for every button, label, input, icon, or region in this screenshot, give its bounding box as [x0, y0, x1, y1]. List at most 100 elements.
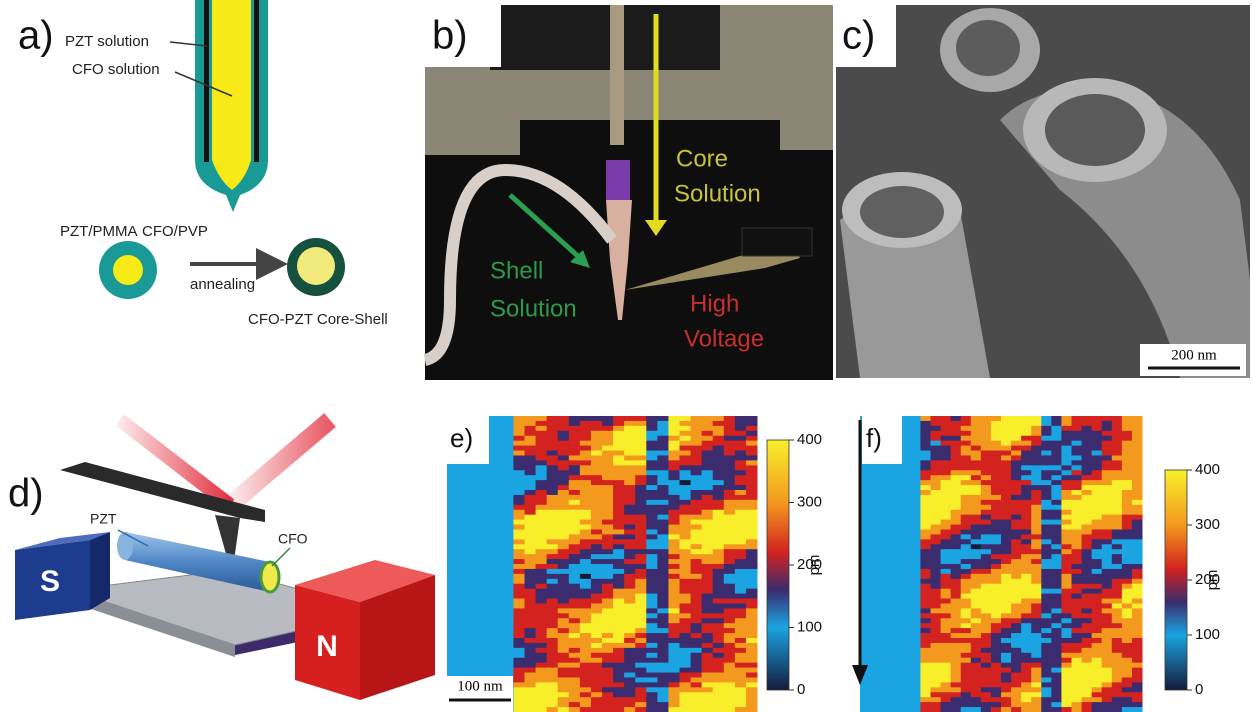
- heatmap-cell: [546, 564, 559, 570]
- heatmap-cell: [568, 583, 581, 590]
- heatmap-cell: [980, 504, 992, 511]
- heatmap-cell: [920, 455, 931, 461]
- heatmap-cell: [535, 455, 548, 461]
- heatmap-cell: [1091, 534, 1103, 540]
- heatmap-cell: [1091, 667, 1103, 674]
- heatmap-cell: [745, 652, 758, 659]
- heatmap-cell: [940, 509, 952, 516]
- heatmap-cell: [502, 475, 514, 481]
- heatmap-cell: [568, 662, 581, 669]
- heatmap-cell: [513, 539, 525, 545]
- heatmap-cell: [745, 425, 758, 432]
- heatmap-cell: [860, 544, 871, 550]
- heatmap-cell: [1011, 642, 1022, 649]
- heatmap-cell: [940, 568, 952, 575]
- heatmap-cell: [1111, 588, 1123, 595]
- heatmap-cell: [1031, 435, 1042, 442]
- heatmap-cell: [557, 430, 570, 437]
- scale-box: [1140, 344, 1246, 376]
- heatmap-cell: [568, 628, 581, 634]
- heatmap-cell: [491, 623, 503, 629]
- heatmap-cell: [602, 475, 614, 481]
- heatmap-cell: [900, 475, 911, 481]
- heatmap-cell: [940, 662, 952, 669]
- heatmap-cell: [1131, 692, 1143, 698]
- heatmap-cell: [1091, 573, 1103, 580]
- heatmap-cell: [590, 578, 603, 585]
- heatmap-cell: [458, 633, 470, 639]
- heatmap-cell: [1131, 657, 1143, 664]
- heatmap-cell: [657, 593, 669, 600]
- heatmap-cell: [480, 519, 492, 526]
- heatmap-cell: [1041, 578, 1052, 585]
- heatmap-cell: [690, 534, 703, 540]
- heatmap-cell: [910, 578, 921, 585]
- heatmap-cell: [1111, 416, 1123, 422]
- heatmap-cell: [734, 554, 747, 560]
- heatmap-cell: [990, 494, 1002, 501]
- heatmap-cell: [557, 573, 570, 580]
- heatmap-cell: [568, 425, 581, 432]
- heatmap-cell: [1021, 618, 1032, 624]
- heatmap-cell: [980, 593, 992, 600]
- heatmap-cell: [646, 573, 658, 580]
- heatmap-cell: [546, 687, 559, 693]
- heatmap-cell: [524, 657, 537, 664]
- heatmap-cell: [524, 499, 537, 506]
- heatmap-cell: [910, 544, 921, 550]
- heatmap-cell: [1001, 568, 1012, 575]
- heatmap-cell: [690, 539, 703, 545]
- heatmap-cell: [1001, 672, 1012, 678]
- heatmap-cell: [568, 707, 581, 712]
- heatmap-cell: [723, 504, 736, 511]
- heatmap-cell: [524, 702, 537, 708]
- heatmap-cell: [602, 420, 614, 427]
- heatmap-cell: [513, 554, 525, 560]
- heatmap-cell: [1071, 499, 1083, 506]
- heatmap-cell: [1091, 692, 1103, 698]
- heatmap-cell: [568, 549, 581, 555]
- heatmap-cell: [960, 519, 972, 526]
- heatmap-cell: [1041, 603, 1052, 609]
- heatmap-cell: [635, 465, 647, 471]
- heatmap-cell: [1011, 460, 1022, 466]
- heatmap-cell: [1121, 692, 1133, 698]
- heatmap-cell: [701, 416, 714, 422]
- heatmap-cell: [613, 559, 625, 565]
- heatmap-cell: [880, 682, 891, 688]
- heatmap-cell: [1041, 519, 1052, 526]
- heatmap-cell: [590, 445, 603, 452]
- heatmap-cell: [980, 613, 992, 619]
- heatmap-cell: [723, 588, 736, 595]
- heatmap-cell: [613, 672, 625, 678]
- heatmap-cell: [1061, 420, 1072, 427]
- heatmap-cell: [1121, 638, 1133, 644]
- arrow-head: [570, 250, 590, 268]
- heatmap-cell: [920, 662, 931, 669]
- heatmap-cell: [613, 692, 625, 698]
- heatmap-cell: [1131, 450, 1143, 456]
- heatmap-cell: [579, 588, 592, 595]
- heatmap-cell: [990, 647, 1002, 654]
- heatmap-cell: [1041, 573, 1052, 580]
- heatmap-cell: [1041, 588, 1052, 595]
- heatmap-cell: [1031, 608, 1042, 614]
- heatmap-cell: [624, 554, 636, 560]
- heatmap-cell: [602, 603, 614, 609]
- heatmap-cell: [723, 529, 736, 535]
- heatmap-cell: [1111, 465, 1123, 471]
- heatmap-cell: [1101, 420, 1113, 427]
- heatmap-cell: [880, 480, 891, 486]
- heatmap-cell: [469, 672, 481, 678]
- heatmap-cell: [734, 504, 747, 511]
- heatmap-cell: [513, 514, 525, 521]
- heatmap-cell: [920, 554, 931, 560]
- heatmap-cell: [502, 524, 514, 530]
- heatmap-cell: [734, 524, 747, 530]
- heatmap-cell: [970, 549, 982, 555]
- heatmap-cell: [546, 628, 559, 634]
- heatmap-cell: [1131, 633, 1143, 639]
- heatmap-cell: [1101, 642, 1113, 649]
- heatmap-cell: [990, 539, 1002, 545]
- heatmap-cell: [970, 697, 982, 703]
